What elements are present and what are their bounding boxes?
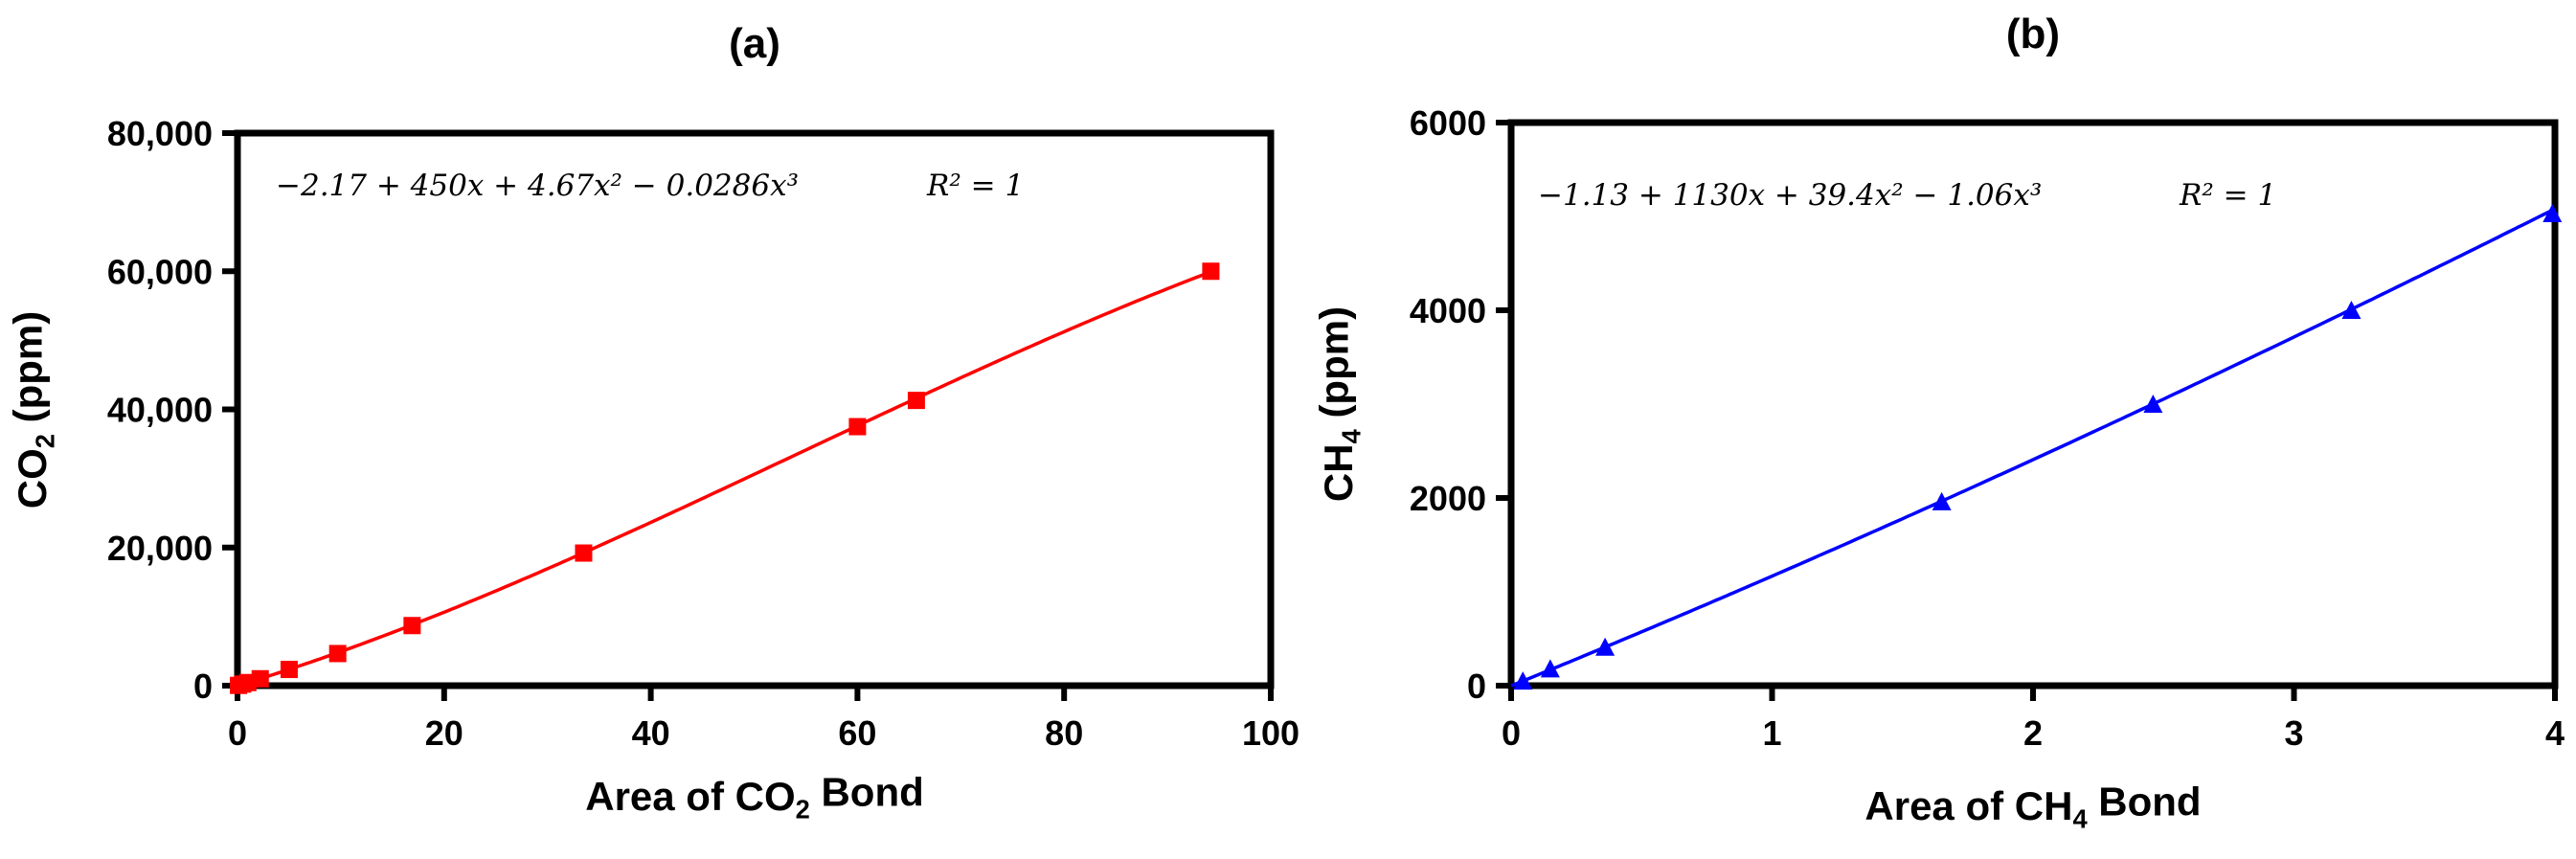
y-tick-label: 4000 xyxy=(1410,291,1486,330)
fit-equation: −2.17 + 450x + 4.67x² − 0.0286x³ xyxy=(276,169,799,203)
x-tick-label: 3 xyxy=(2284,713,2303,753)
fit-curve xyxy=(1510,207,2556,688)
plot-frame xyxy=(234,129,1275,689)
data-point xyxy=(575,544,593,562)
x-axis-label-sub: 4 xyxy=(2072,804,2088,834)
data-point xyxy=(280,661,298,679)
x-axis-label: Area of CO2 Bond xyxy=(585,769,924,824)
data-point xyxy=(907,392,925,410)
x-axis-label-main: Area of CO xyxy=(585,774,795,819)
data-point xyxy=(2341,300,2361,319)
y-axis-label-rest: (ppm) xyxy=(5,311,50,434)
y-tick-label: 60,000 xyxy=(107,252,213,291)
x-tick-label: 60 xyxy=(838,713,876,753)
x-axis-label-rest: Bond xyxy=(2088,779,2202,824)
x-tick-label: 100 xyxy=(1242,713,1299,753)
x-tick-label: 40 xyxy=(632,713,670,753)
x-axis-label-main: Area of CH xyxy=(1864,783,2072,828)
data-point xyxy=(1540,659,1560,678)
y-tick-label: 0 xyxy=(1467,667,1486,706)
y-axis-label-main: CO xyxy=(10,448,55,509)
y-axis-label-main: CH xyxy=(1316,443,1361,502)
x-axis-label: Area of CH4 Bond xyxy=(1864,779,2201,833)
data-point xyxy=(1202,262,1220,281)
y-axis-label-rest: (ppm) xyxy=(1311,306,1356,429)
data-point xyxy=(251,669,269,688)
x-tick-label: 0 xyxy=(228,713,247,753)
x-tick-label: 2 xyxy=(2023,713,2043,753)
data-point xyxy=(403,617,421,635)
y-axis-label-sub: 2 xyxy=(31,434,60,448)
r-squared: R² = 1 xyxy=(2179,178,2276,213)
y-axis-label-sub: 4 xyxy=(1337,428,1367,443)
data-point xyxy=(1932,491,1952,510)
x-axis-label-rest: Bond xyxy=(810,769,924,814)
x-tick-label: 0 xyxy=(1502,713,1521,753)
fit-equation: −1.13 + 1130x + 39.4x² − 1.06x³ xyxy=(1538,178,2042,213)
data-point xyxy=(2542,204,2563,223)
data-point xyxy=(328,644,347,663)
x-tick-label: 4 xyxy=(2545,713,2565,753)
data-point xyxy=(2143,394,2163,413)
y-tick-label: 20,000 xyxy=(107,529,213,568)
y-tick-label: 2000 xyxy=(1410,479,1486,518)
y-tick-label: 80,000 xyxy=(107,114,213,153)
y-tick-label: 0 xyxy=(193,667,213,706)
r-squared: R² = 1 xyxy=(926,169,1024,203)
y-axis-label: CO2 (ppm) xyxy=(5,311,59,509)
x-tick-label: 20 xyxy=(425,713,463,753)
data-point xyxy=(848,418,867,436)
y-tick-label: 6000 xyxy=(1410,103,1486,143)
data-point xyxy=(1513,671,1533,690)
x-axis-label-sub: 2 xyxy=(796,795,810,825)
y-tick-label: 40,000 xyxy=(107,391,213,430)
x-tick-label: 80 xyxy=(1045,713,1083,753)
chart-title: (b) xyxy=(2006,11,2060,57)
y-axis-label: CH4 (ppm) xyxy=(1311,306,1366,502)
fit-curve xyxy=(237,270,1212,688)
data-point xyxy=(1595,637,1616,656)
chart-panel-a: (a) 0 20 40 60 80 100 0 20,000 40,000 60,000 80,000… xyxy=(5,20,1299,825)
x-tick-label: 1 xyxy=(1762,713,1781,753)
chart-title: (a) xyxy=(729,20,780,67)
